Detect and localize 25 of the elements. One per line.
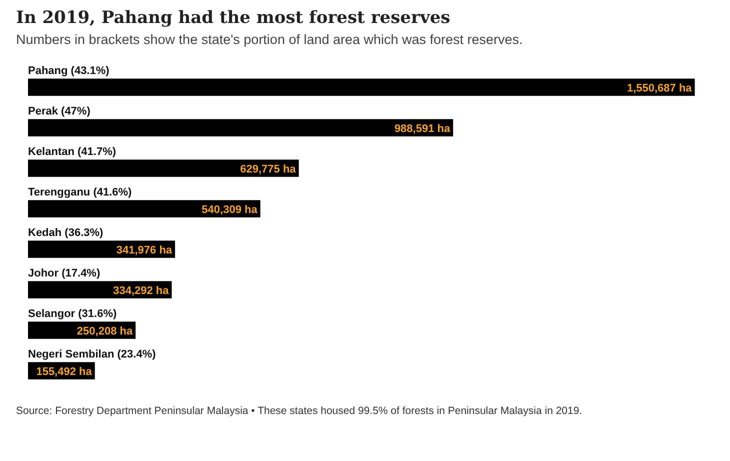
bar	[28, 78, 695, 96]
data-label: 155,492 ha	[36, 366, 93, 378]
chart-subtitle: Numbers in brackets show the state's portion of land area which was forest reserves.	[16, 32, 524, 47]
y-tick-label: Johor (17.4%)	[28, 268, 100, 280]
data-label: 334,292 ha	[113, 284, 170, 297]
data-label: 540,309 ha	[202, 204, 258, 216]
y-tick-label: Terengganu (41.6%)	[28, 186, 132, 199]
y-tick-label: Kedah (36.3%)	[28, 227, 104, 240]
source-note: Source: Forestry Department Peninsular Malaysia • These states housed 99.5% of forests in Peninsular Malaysia in 2019.	[16, 405, 584, 417]
data-label: 341,976 ha	[116, 244, 173, 256]
bar	[28, 200, 260, 218]
chart-title: In 2019, Pahang had the most forest reserves	[16, 8, 452, 28]
data-label: 1,550,687 ha	[626, 82, 693, 94]
y-tick-label: Selangor (31.6%)	[28, 308, 117, 320]
bar	[28, 240, 176, 258]
data-label: 250,208 ha	[76, 325, 134, 338]
y-tick-label: Perak (47%)	[28, 106, 91, 118]
y-tick-label: Kelantan (41.7%)	[28, 146, 116, 158]
y-tick-label: Negeri Sembilan (23.4%)	[28, 348, 156, 361]
y-tick-label: Pahang (43.1%)	[28, 65, 110, 78]
data-label: 988,591 ha	[394, 122, 451, 135]
data-label: 629,775 ha	[240, 163, 297, 176]
bar	[28, 281, 172, 298]
bar	[28, 119, 454, 136]
bar	[28, 160, 299, 177]
